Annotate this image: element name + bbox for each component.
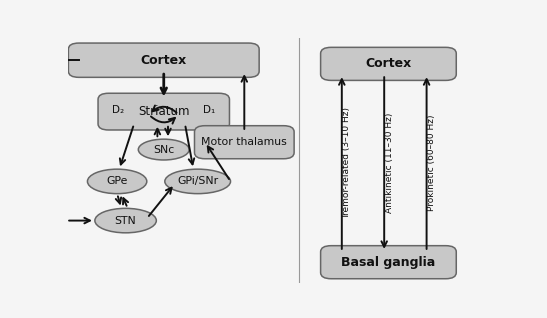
Text: Antikinetic (11–30 Hz): Antikinetic (11–30 Hz) — [385, 113, 394, 213]
Text: Striatum: Striatum — [138, 105, 189, 118]
FancyBboxPatch shape — [321, 246, 456, 279]
Text: Basal ganglia: Basal ganglia — [341, 256, 435, 269]
Ellipse shape — [88, 169, 147, 194]
Text: SNc: SNc — [153, 145, 174, 155]
Text: GPi/SNr: GPi/SNr — [177, 176, 218, 186]
FancyBboxPatch shape — [195, 126, 294, 159]
Ellipse shape — [95, 208, 156, 233]
Ellipse shape — [138, 139, 189, 160]
Text: D₁: D₁ — [203, 105, 216, 115]
Text: GPe: GPe — [107, 176, 128, 186]
Text: Cortex: Cortex — [141, 54, 187, 67]
Text: Tremor-related (3–10 Hz): Tremor-related (3–10 Hz) — [342, 107, 351, 219]
Text: Prokinetic (60–80 Hz): Prokinetic (60–80 Hz) — [427, 115, 436, 211]
FancyBboxPatch shape — [98, 93, 230, 130]
Text: Motor thalamus: Motor thalamus — [201, 137, 287, 147]
Text: STN: STN — [115, 216, 137, 225]
Ellipse shape — [165, 169, 230, 194]
Text: Cortex: Cortex — [365, 57, 411, 70]
FancyBboxPatch shape — [321, 47, 456, 80]
Text: D₂: D₂ — [112, 105, 124, 115]
FancyBboxPatch shape — [68, 43, 259, 77]
